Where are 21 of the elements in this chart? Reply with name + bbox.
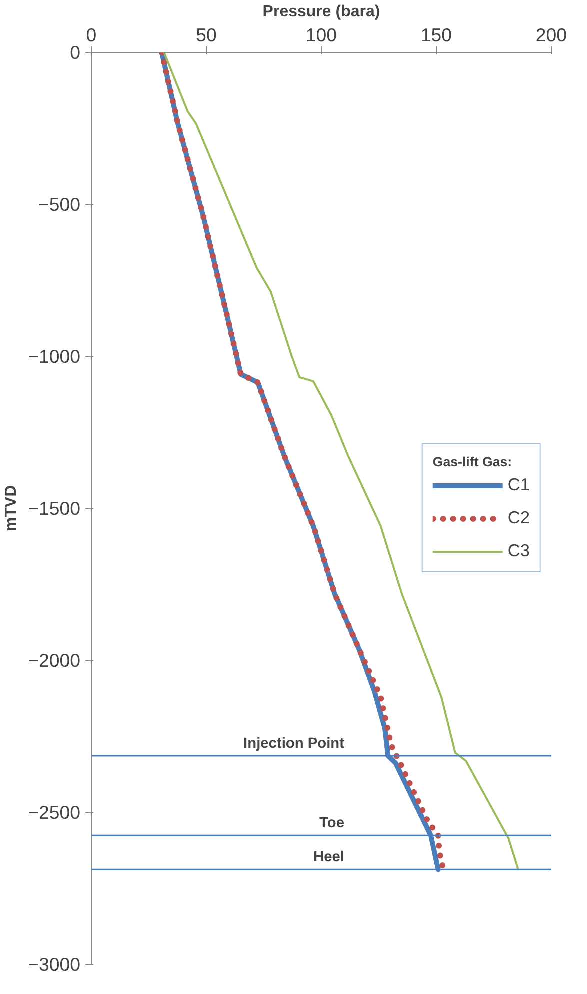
y-tick-label: −1000 [28, 346, 81, 367]
legend-label: C3 [508, 540, 530, 562]
x-tick-label: 50 [196, 24, 217, 46]
x-axis-title: Pressure (bara) [262, 4, 380, 20]
legend-label: C1 [508, 474, 530, 496]
x-tick-label: 150 [420, 24, 452, 46]
x-tick-label: 200 [536, 24, 568, 46]
y-tick-label: −500 [38, 194, 81, 215]
legend-title: Gas-lift Gas: [432, 454, 514, 470]
y-tick-label: −1500 [28, 498, 81, 519]
y-axis-title: mTVD [3, 485, 20, 532]
x-tick-label: 0 [86, 24, 97, 46]
x-tick-label: 100 [306, 24, 338, 46]
y-tick-label: −2000 [28, 650, 81, 671]
legend-label: C2 [508, 508, 530, 528]
y-tick-label: 0 [70, 42, 81, 63]
y-tick-label: −2500 [28, 802, 81, 823]
ref-line-label: Heel [314, 850, 345, 866]
ref-line-label: Injection Point [244, 736, 345, 752]
ref-line-label: Toe [320, 816, 344, 832]
y-tick-label: −3000 [28, 954, 81, 975]
